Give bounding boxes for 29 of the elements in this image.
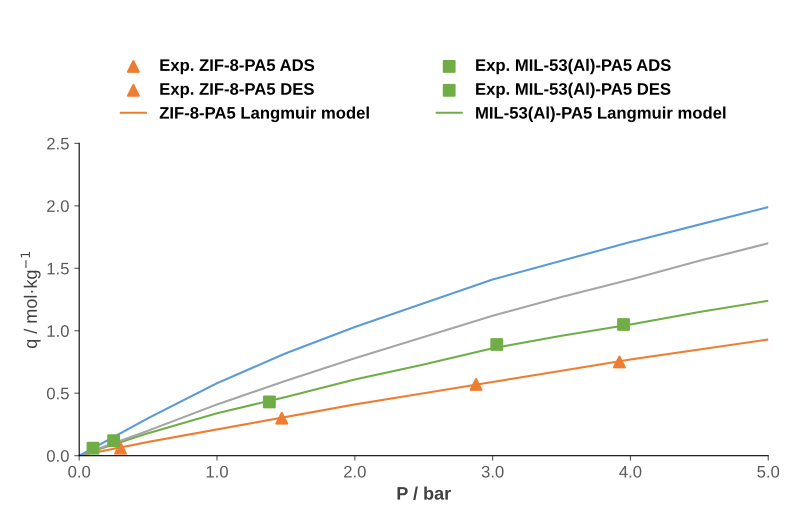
legend-label: Exp. ZIF-8-PA5 ADS: [160, 59, 314, 74]
y-tick-label: 2.0: [47, 200, 69, 212]
point: [612, 356, 626, 368]
legend-label: ZIF-8-PA5 Langmuir model: [160, 106, 369, 122]
point: [617, 318, 630, 331]
point: [490, 338, 504, 351]
y-tick-label: 0.5: [46, 388, 69, 400]
point: [470, 378, 483, 391]
y-axis-title: q / mol·kg$^{−1}$: [20, 252, 41, 348]
y-tick-label: 1.0: [48, 325, 69, 337]
legend-label: Exp. MIL-53(Al)-PA5 DES: [476, 82, 670, 98]
y-tick-label: 0.0: [46, 450, 69, 462]
y-tick-label: 1.5: [48, 262, 69, 274]
point: [107, 434, 120, 448]
y-tick-label: 2.5: [47, 138, 69, 150]
point: [114, 442, 127, 455]
x-axis-title: P / bar: [397, 486, 451, 500]
x-tick-label: 5.0: [757, 466, 780, 478]
point: [86, 442, 100, 455]
legend-label: MIL-53(Al)-PA5 Langmuir model: [476, 106, 726, 122]
x-tick-label: 2.0: [344, 466, 366, 478]
x-tick-label: 3.0: [482, 466, 504, 478]
legend-label: Exp. ZIF-8-PA5 DES: [160, 83, 314, 98]
legend-label: Exp. MIL-53(Al)-PA5 ADS: [476, 58, 671, 74]
x-tick-label: 4.0: [619, 466, 642, 478]
x-tick-label: 0.0: [68, 466, 90, 478]
point: [262, 396, 276, 408]
x-tick-label: 1.0: [206, 466, 228, 478]
point: [275, 412, 288, 425]
